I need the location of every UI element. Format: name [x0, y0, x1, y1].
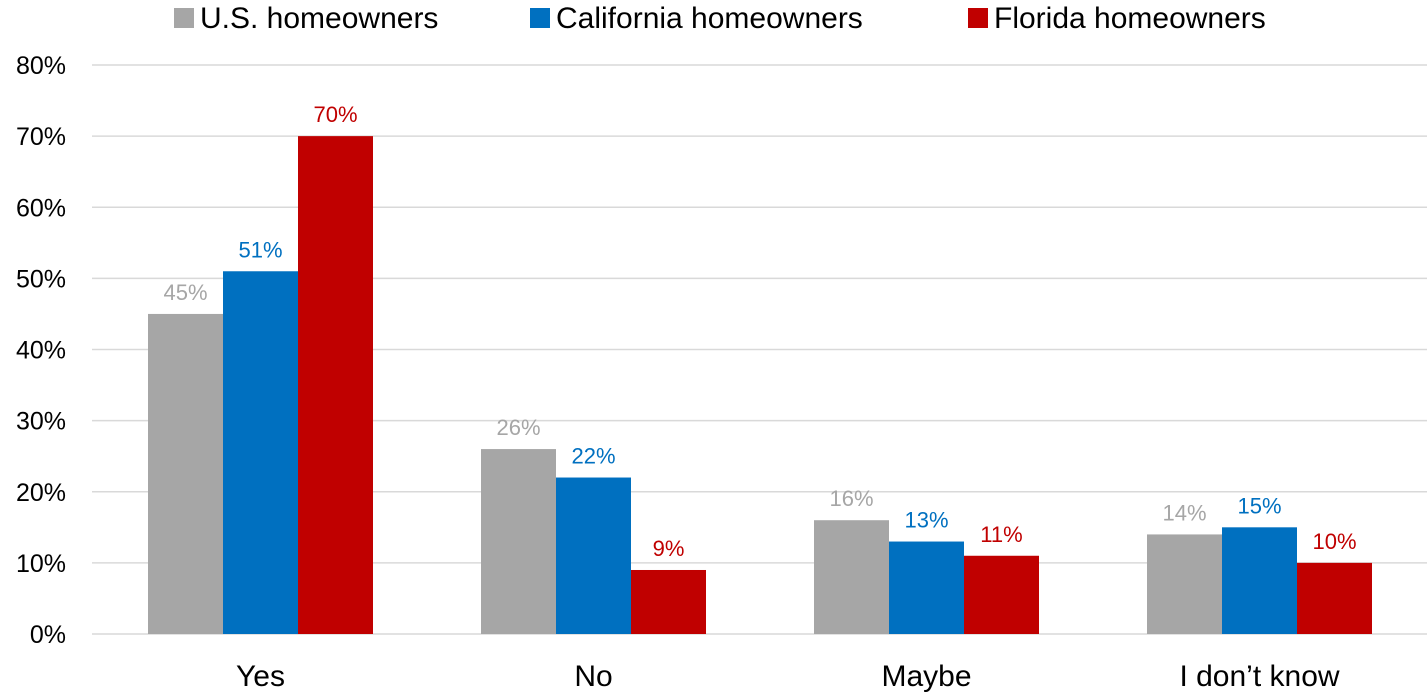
- data-label: 51%: [238, 237, 282, 262]
- y-tick-label: 0%: [30, 621, 66, 649]
- data-label: 70%: [313, 102, 357, 127]
- legend-swatch: [968, 8, 988, 28]
- data-label: 9%: [653, 536, 685, 561]
- bar-2-0: [298, 136, 373, 634]
- category-label: I don’t know: [1179, 660, 1339, 692]
- legend-swatch: [530, 8, 550, 28]
- data-labels: 45% 26% 16% 14% 51% 22% 13% 15% 70% 9% 11% 10%: [163, 102, 1356, 561]
- bar-2-3: [1297, 562, 1372, 634]
- bar-0-1: [481, 449, 556, 634]
- data-label: 11%: [980, 522, 1022, 547]
- category-label: Maybe: [881, 660, 971, 692]
- y-tick-label: 60%: [16, 194, 66, 222]
- data-label: 26%: [496, 415, 540, 440]
- y-axis-tick-labels: 0% 10% 20% 30% 40% 50% 60% 70% 80%: [16, 52, 66, 649]
- legend-label: Florida homeowners: [994, 2, 1266, 35]
- bar-0-3: [1147, 534, 1222, 634]
- bar-2-1: [631, 569, 706, 634]
- legend-swatch: [174, 8, 194, 28]
- bar-1-2: [889, 541, 964, 634]
- y-tick-label: 80%: [16, 52, 66, 80]
- legend: U.S. homeowners California homeowners Flor…: [174, 2, 1266, 35]
- x-axis-category-labels: Yes No Maybe I don’t know: [236, 660, 1340, 692]
- bar-1-0: [223, 271, 298, 634]
- category-label: Yes: [236, 660, 285, 692]
- legend-label: U.S. homeowners: [200, 2, 438, 35]
- bar-1-3: [1222, 527, 1297, 634]
- bar-1-1: [556, 477, 631, 634]
- data-label: 10%: [1312, 529, 1356, 554]
- y-tick-label: 40%: [16, 337, 66, 365]
- y-tick-label: 30%: [16, 408, 66, 436]
- data-label: 45%: [163, 280, 207, 305]
- bars: [148, 136, 1372, 634]
- y-tick-label: 70%: [16, 123, 66, 151]
- bar-0-2: [814, 520, 889, 634]
- data-label: 16%: [829, 486, 873, 511]
- bar-0-0: [148, 313, 223, 634]
- legend-label: California homeowners: [556, 2, 863, 35]
- category-label: No: [574, 660, 612, 692]
- y-tick-label: 10%: [16, 550, 66, 578]
- data-label: 15%: [1237, 493, 1281, 518]
- y-tick-label: 20%: [16, 479, 66, 507]
- y-tick-label: 50%: [16, 265, 66, 293]
- data-label: 14%: [1162, 500, 1206, 525]
- data-label: 22%: [571, 444, 615, 469]
- data-label: 13%: [904, 508, 948, 533]
- bar-2-2: [964, 555, 1039, 634]
